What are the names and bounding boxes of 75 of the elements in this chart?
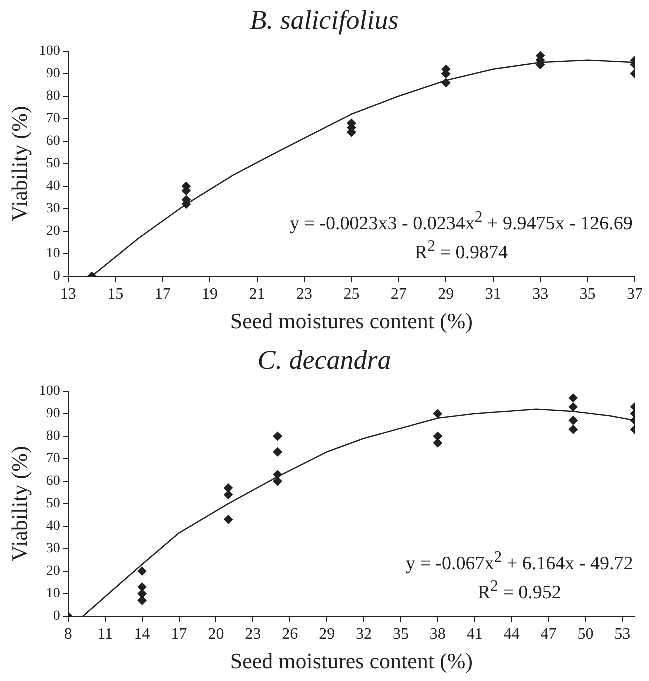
x-tick-label: 41 (466, 626, 483, 644)
y-tick-label: 100 (39, 384, 60, 400)
y-tick-label: 100 (39, 44, 60, 60)
x-tick-label: 14 (134, 626, 150, 644)
annotation: y = -0.0023x3 - 0.0234x$^{2}$ + 9.9475x - 126.69 (290, 209, 633, 235)
x-tick-label: 17 (171, 626, 188, 644)
x-tick-label: 50 (578, 626, 594, 644)
point (433, 438, 442, 448)
x-tick-label: 33 (532, 286, 549, 304)
y-tick-label: 80 (46, 89, 60, 104)
x-tick-label: 38 (430, 626, 446, 644)
y-tick-label: 0 (53, 269, 60, 284)
x-tick-label: 23 (245, 626, 262, 644)
x-tick-label: 21 (249, 286, 266, 304)
y-tick-label: 30 (46, 202, 60, 217)
y-tick-label: 70 (46, 452, 60, 467)
y-tick-label: 30 (46, 542, 60, 557)
x-tick-label: 29 (438, 286, 454, 304)
x-tick-label: 11 (98, 626, 114, 644)
annotation: R$^{2}$ = 0.9874 (414, 238, 508, 264)
x-tick-label: 20 (208, 626, 224, 644)
y-tick-label: 60 (46, 134, 60, 150)
point (433, 409, 442, 418)
chart-title: C. decandra (256, 344, 392, 377)
y-axis-title: Viability (%) (6, 106, 32, 222)
x-tick-label: 27 (390, 286, 407, 304)
chart-title: B. salicifolius (249, 4, 400, 37)
y-tick-label: 50 (46, 496, 60, 512)
point (442, 78, 451, 88)
x-tick-label: 32 (356, 626, 372, 644)
x-tick-label: 37 (627, 286, 643, 304)
point (568, 416, 578, 426)
point (433, 432, 442, 441)
x-tick-label: 47 (540, 626, 557, 644)
point (568, 402, 578, 412)
x-tick-label: 31 (485, 286, 502, 304)
y-axis-title: Viability (%) (6, 446, 32, 562)
y-tick-label: 90 (46, 406, 60, 422)
x-tick-label: 44 (504, 626, 520, 644)
y-tick-label: 0 (53, 609, 60, 624)
point (224, 484, 234, 493)
y-tick-label: 90 (46, 66, 60, 82)
x-axis-title: Seed moistures content (%) (230, 648, 473, 674)
x-tick-label: 35 (392, 626, 409, 644)
point (138, 566, 147, 576)
y-tick-label: 10 (46, 586, 60, 602)
annotation: y = -0.067x$^{2}$ + 6.164x - 49.72 (406, 549, 634, 575)
point (273, 448, 282, 457)
y-tick-label: 20 (46, 564, 60, 580)
x-tick-label: 26 (282, 626, 298, 644)
point (568, 394, 578, 403)
point (273, 432, 282, 441)
point (138, 596, 147, 606)
x-tick-label: 29 (319, 626, 336, 644)
y-tick-label: 40 (46, 179, 60, 194)
y-tick-label: 20 (46, 224, 60, 240)
y-tick-label: 80 (46, 429, 60, 444)
point (568, 425, 578, 434)
y-tick-label: 60 (46, 474, 60, 490)
y-tick-label: 50 (46, 156, 60, 172)
x-tick-label: 8 (64, 626, 72, 644)
x-tick-label: 53 (614, 626, 631, 644)
x-tick-label: 15 (108, 286, 124, 304)
y-tick-label: 70 (46, 112, 60, 127)
annotation: R$^{2}$ = 0.952 (478, 578, 562, 604)
x-tick-label: 23 (296, 286, 312, 304)
y-tick-label: 40 (46, 519, 60, 534)
x-tick-label: 25 (344, 286, 360, 304)
x-axis-title: Seed moistures content (%) (230, 308, 473, 334)
x-tick-label: 17 (154, 286, 171, 304)
x-tick-label: 35 (580, 286, 596, 304)
y-tick-label: 10 (46, 246, 60, 262)
point (224, 515, 234, 524)
x-tick-label: 13 (60, 286, 76, 304)
x-tick-label: 19 (202, 286, 218, 304)
